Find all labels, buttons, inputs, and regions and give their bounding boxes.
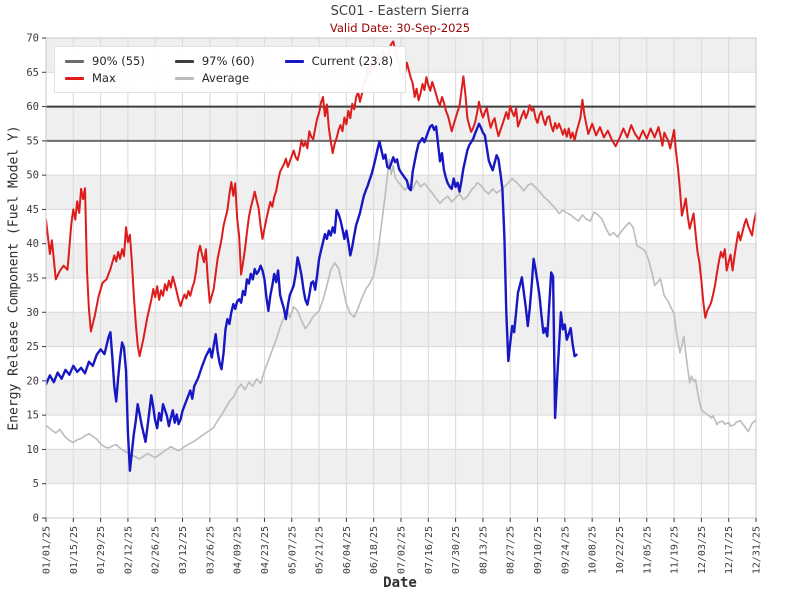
y-tick-label: 0	[33, 513, 39, 525]
y-tick-label: 65	[26, 67, 39, 79]
x-tick-label: 08/27/25	[506, 526, 517, 574]
y-tick-label: 40	[26, 238, 39, 250]
x-tick-label: 12/31/25	[752, 526, 763, 574]
legend: 90% (55) Max 97% (60) Average Current (23.8)	[54, 46, 407, 93]
legend-item-current-23-8: Current (23.8)	[284, 54, 394, 68]
legend-item-max: Max	[65, 71, 145, 85]
y-tick-label: 50	[26, 170, 39, 182]
chart-valid-date: Valid Date: 30-Sep-2025	[329, 21, 471, 35]
x-axis-label: Date	[383, 575, 417, 591]
x-tick-label: 07/30/25	[451, 526, 462, 574]
x-tick-label: 01/15/25	[69, 526, 80, 574]
legend-line-swatch	[174, 59, 194, 63]
x-tick-label: 11/19/25	[670, 526, 681, 574]
legend-item-average: Average	[174, 71, 255, 85]
legend-item-90-55: 90% (55)	[65, 54, 145, 68]
x-tick-label: 05/21/25	[315, 526, 326, 574]
y-tick-label: 60	[26, 101, 39, 113]
legend-label: 97% (60)	[201, 54, 255, 68]
x-tick-label: 02/26/25	[151, 526, 162, 574]
y-tick-label: 5	[33, 478, 39, 490]
y-axis-label: Energy Release Component (Fuel Model Y)	[6, 125, 22, 431]
series-current-23-8	[46, 122, 578, 472]
x-tick-label: 08/13/25	[478, 526, 489, 574]
x-tick-label: 05/07/25	[287, 526, 298, 574]
x-tick-label: 10/08/25	[588, 526, 599, 574]
chart-title: SC01 - Eastern Sierra	[330, 4, 470, 19]
series-average	[46, 158, 756, 460]
x-tick-label: 03/12/25	[178, 526, 189, 574]
y-tick-label: 70	[26, 33, 39, 45]
x-tick-label: 03/26/25	[205, 526, 216, 574]
legend-label: Current (23.8)	[311, 54, 394, 68]
gridlines	[45, 38, 757, 518]
legend-item-97-60: 97% (60)	[174, 54, 255, 68]
legend-line-swatch	[65, 59, 84, 63]
x-tick-label: 12/03/25	[697, 526, 708, 574]
legend-line-swatch	[65, 76, 84, 80]
legend-label: Average	[201, 71, 250, 85]
x-tick-label: 01/01/25	[42, 526, 53, 574]
x-tick-label: 07/16/25	[424, 526, 435, 574]
y-tick-label: 20	[26, 375, 39, 387]
y-tick-label: 55	[26, 135, 39, 147]
legend-line-swatch	[174, 76, 194, 80]
x-tick-label: 09/10/25	[533, 526, 544, 574]
axis-ticks	[42, 37, 757, 522]
y-tick-labels: 0 5 10 15 20 25 30 35 40 45 50 55 60 65 70	[26, 33, 39, 525]
x-tick-label: 04/09/25	[233, 526, 244, 574]
x-tick-label: 06/04/25	[342, 526, 353, 574]
x-tick-label: 01/29/25	[96, 526, 107, 574]
y-tick-label: 45	[26, 204, 39, 216]
legend-line-swatch	[284, 59, 304, 63]
x-tick-label: 12/17/25	[724, 526, 735, 574]
x-tick-label: 04/23/25	[260, 526, 271, 574]
y-tick-label: 15	[26, 410, 39, 422]
legend-label: Max	[92, 71, 116, 85]
y-tick-label: 25	[26, 341, 39, 353]
x-tick-labels: 01/01/25 01/15/25 01/29/25 02/12/25 02/26/25…	[42, 526, 763, 574]
x-tick-label: 09/24/25	[560, 526, 571, 574]
y-tick-label: 30	[26, 307, 39, 319]
y-tick-label: 35	[26, 273, 39, 285]
y-tick-label: 10	[26, 444, 39, 456]
x-tick-label: 06/18/25	[369, 526, 380, 574]
x-tick-label: 02/12/25	[123, 526, 134, 574]
x-tick-label: 11/05/25	[642, 526, 653, 574]
x-tick-label: 10/22/25	[615, 526, 626, 574]
x-tick-label: 07/02/25	[397, 526, 408, 574]
legend-label: 90% (55)	[92, 54, 145, 68]
